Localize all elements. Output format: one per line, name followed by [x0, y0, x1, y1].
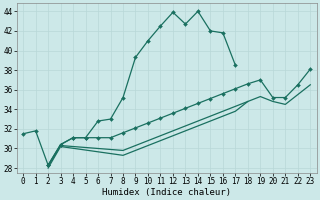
X-axis label: Humidex (Indice chaleur): Humidex (Indice chaleur) — [102, 188, 231, 197]
